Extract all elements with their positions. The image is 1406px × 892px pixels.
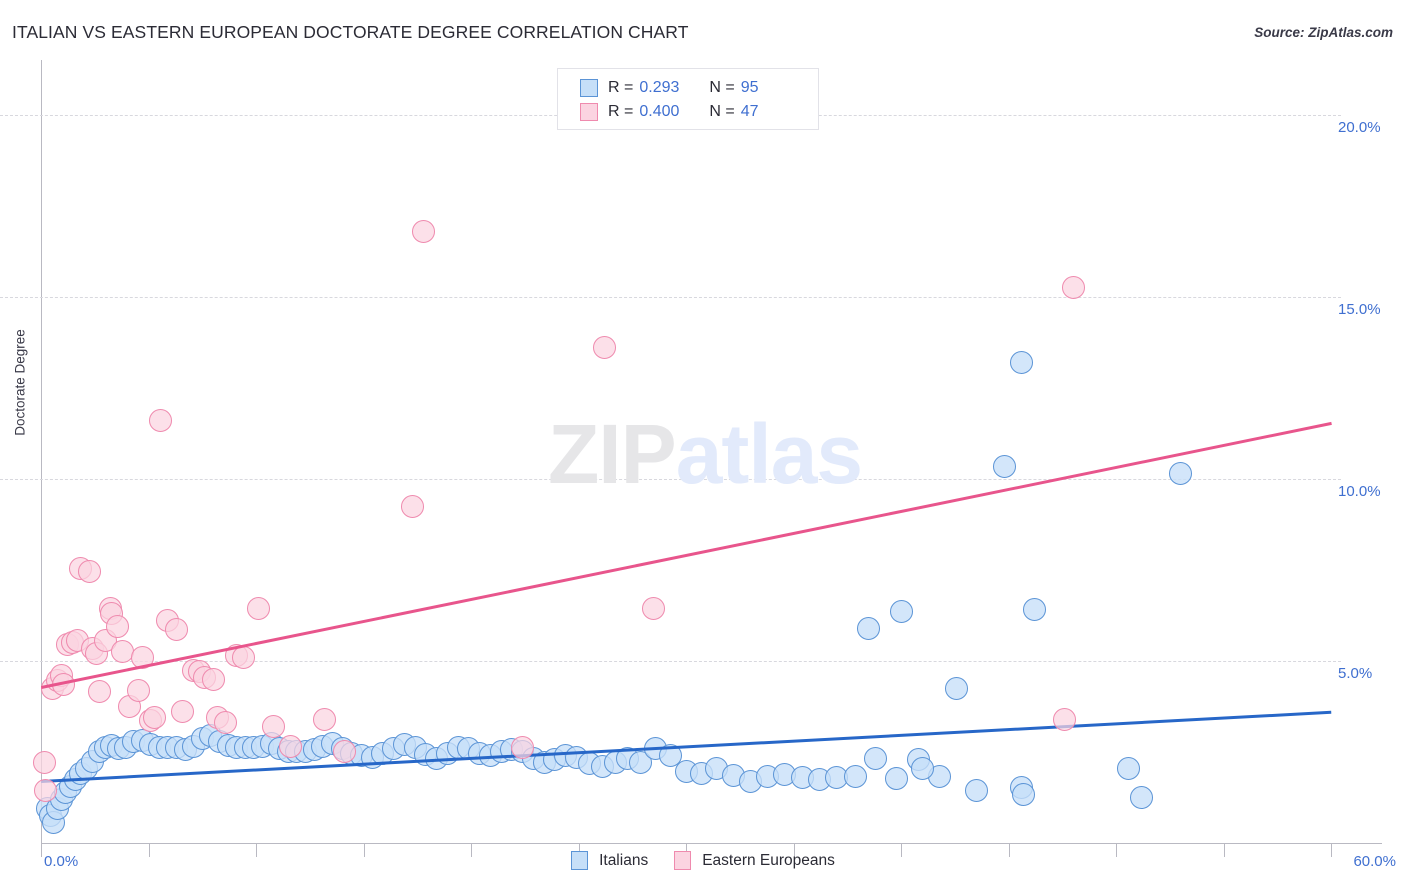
x-axis-tick	[1223, 843, 1225, 857]
trendline-pink	[41, 422, 1332, 690]
page-title: ITALIAN VS EASTERN EUROPEAN DOCTORATE DE…	[12, 22, 689, 42]
legend-item-eastern-europeans[interactable]: Eastern Europeans	[674, 851, 835, 870]
italians-legend-swatch-icon	[571, 851, 589, 870]
eastern-europeans-n-label: N =	[709, 103, 735, 120]
scatter-point-blue[interactable]	[857, 616, 881, 640]
x-axis-line	[41, 843, 1382, 844]
y-axis-tick-label: 5.0%	[1338, 664, 1373, 682]
scatter-point-blue[interactable]	[1012, 783, 1036, 807]
italians-n-value: 95	[740, 79, 759, 96]
scatter-point-blue[interactable]	[945, 676, 969, 700]
scatter-point-blue[interactable]	[889, 600, 913, 624]
scatter-point-pink[interactable]	[143, 705, 167, 729]
legend-label-eastern-europeans: Eastern Europeans	[702, 851, 835, 869]
gridline	[0, 296, 1341, 298]
scatter-point-pink[interactable]	[164, 618, 188, 642]
scatter-point-blue[interactable]	[1009, 350, 1033, 374]
chart-legend: Italians Eastern Europeans	[0, 851, 1406, 870]
y-axis-tick-label: 10.0%	[1338, 482, 1381, 500]
scatter-point-pink[interactable]	[261, 714, 285, 738]
y-axis-tick-label: 15.0%	[1338, 300, 1381, 318]
italians-n-label: N =	[709, 79, 735, 96]
scatter-point-pink[interactable]	[401, 494, 425, 518]
x-axis-tick	[148, 843, 150, 857]
scatter-point-pink[interactable]	[278, 734, 302, 758]
scatter-point-pink[interactable]	[246, 596, 270, 620]
x-axis-tick	[256, 843, 257, 857]
scatter-point-blue[interactable]	[885, 766, 909, 790]
scatter-point-pink[interactable]	[105, 614, 129, 638]
x-axis-tick	[901, 843, 902, 857]
scatter-point-blue[interactable]	[863, 747, 887, 770]
scatter-point-pink[interactable]	[77, 560, 101, 584]
legend-label-italians: Italians	[599, 851, 649, 869]
plot-area	[32, 60, 1332, 843]
scatter-point-pink[interactable]	[148, 409, 172, 433]
scatter-point-blue[interactable]	[1022, 598, 1046, 622]
eastern-europeans-r-label: R =	[608, 103, 634, 120]
scatter-point-blue[interactable]	[1117, 756, 1141, 780]
scatter-point-pink[interactable]	[592, 336, 616, 360]
scatter-point-pink[interactable]	[1052, 707, 1076, 731]
scatter-point-pink[interactable]	[127, 678, 151, 702]
x-axis-tick	[686, 843, 687, 857]
scatter-point-pink[interactable]	[214, 711, 238, 735]
scatter-point-pink[interactable]	[231, 645, 255, 669]
scatter-point-pink[interactable]	[511, 736, 535, 760]
legend-item-italians[interactable]: Italians	[571, 851, 648, 870]
x-axis-tick	[1116, 843, 1117, 857]
italians-swatch-icon	[580, 79, 598, 97]
scatter-point-blue[interactable]	[1130, 785, 1154, 809]
eastern-europeans-legend-swatch-icon	[674, 851, 692, 870]
scatter-point-pink[interactable]	[52, 673, 76, 697]
x-axis-tick	[471, 843, 472, 857]
x-axis-tick	[578, 843, 580, 857]
eastern-europeans-r-value: 0.400	[639, 103, 680, 120]
scatter-point-blue[interactable]	[911, 756, 934, 780]
scatter-point-blue[interactable]	[844, 765, 868, 789]
scatter-point-pink[interactable]	[130, 645, 154, 669]
scatter-point-blue[interactable]	[659, 744, 683, 768]
stats-row-eastern-europeans: R = 0.400 N = 47	[580, 100, 818, 124]
scatter-point-blue[interactable]	[1169, 461, 1192, 485]
source-attribution: Source: ZipAtlas.com	[1254, 25, 1393, 40]
scatter-point-pink[interactable]	[332, 739, 356, 763]
scatter-point-pink[interactable]	[412, 219, 436, 243]
gridline	[0, 478, 1341, 480]
eastern-europeans-swatch-icon	[580, 103, 598, 121]
y-axis-line	[41, 60, 42, 843]
x-axis-tick	[1331, 843, 1332, 857]
scatter-point-pink[interactable]	[201, 667, 225, 691]
x-axis-min-label: 0.0%	[44, 853, 79, 870]
x-axis-tick	[41, 843, 42, 857]
scatter-point-pink[interactable]	[313, 707, 337, 731]
scatter-point-blue[interactable]	[992, 454, 1016, 478]
x-axis-max-label: 60.0%	[1353, 853, 1396, 870]
x-axis-tick	[363, 843, 365, 857]
italians-r-value: 0.293	[639, 79, 680, 96]
gridline	[0, 660, 1341, 662]
correlation-stats-box: R = 0.293 N = 95 R = 0.400 N = 47	[557, 68, 819, 130]
scatter-point-pink[interactable]	[32, 751, 56, 775]
scatter-point-pink[interactable]	[642, 596, 666, 620]
scatter-point-pink[interactable]	[33, 778, 57, 802]
y-axis-title: Doctorate Degree	[12, 329, 28, 436]
eastern-europeans-n-value: 47	[740, 103, 759, 120]
scatter-point-pink[interactable]	[87, 680, 111, 704]
italians-r-label: R =	[608, 79, 634, 96]
x-axis-tick	[1008, 843, 1010, 857]
stats-row-italians: R = 0.293 N = 95	[580, 76, 818, 100]
scatter-point-blue[interactable]	[964, 778, 988, 802]
scatter-point-pink[interactable]	[171, 700, 195, 724]
scatter-point-pink[interactable]	[1061, 276, 1085, 300]
x-axis-tick	[793, 843, 795, 857]
y-axis-tick-label: 20.0%	[1338, 118, 1381, 136]
